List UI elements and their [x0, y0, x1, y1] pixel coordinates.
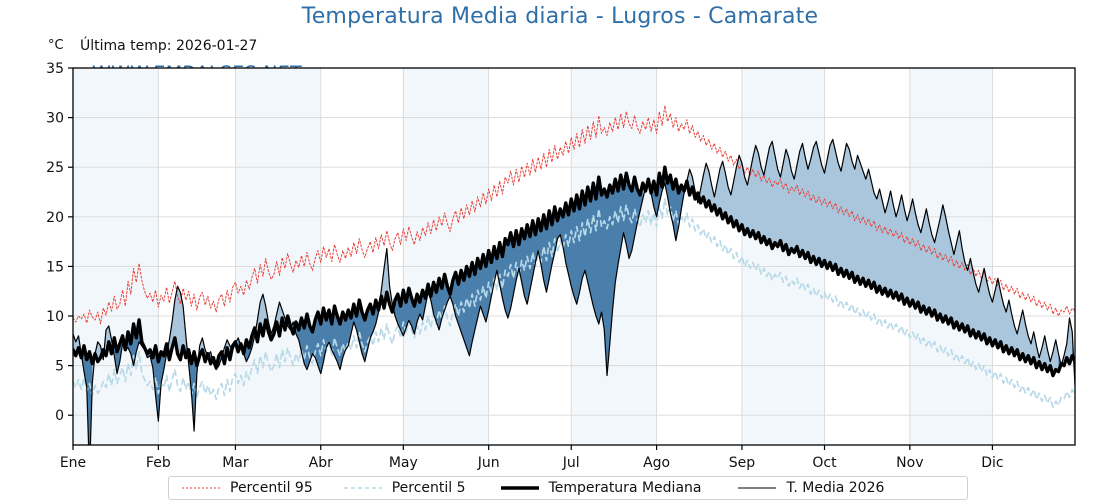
y-tick-label: 20	[46, 210, 64, 226]
legend-label-3: T. Media 2026	[786, 480, 885, 496]
x-tick-label: Feb	[146, 455, 171, 471]
y-axis: 0 5 10 15 20 25 30 35	[46, 61, 73, 424]
legend-swatch-1	[343, 487, 382, 489]
series-lines	[73, 105, 1075, 445]
legend-swatch-0	[182, 487, 220, 489]
y-tick-label: 35	[46, 61, 64, 77]
last-temp-subtitle: Última temp: 2026-01-27	[80, 38, 258, 54]
series-line-percentil-5	[73, 198, 1075, 409]
legend-item-1[interactable]: Percentil 5	[343, 480, 466, 496]
x-tick-label: Abr	[309, 455, 333, 471]
legend-item-2[interactable]: Temperatura Mediana	[500, 480, 702, 496]
deviation-fill-above	[73, 333, 85, 372]
legend-item-3[interactable]: T. Media 2026	[737, 480, 884, 496]
month-band	[73, 68, 159, 445]
x-tick-label: Nov	[896, 455, 923, 471]
y-tick-label: 30	[46, 111, 64, 127]
legend-label-1: Percentil 5	[391, 480, 466, 496]
x-tick-label: Oct	[812, 455, 837, 471]
legend-item-0[interactable]: Percentil 95	[181, 480, 313, 496]
y-tick-label: 25	[46, 160, 64, 176]
series-line-temperatura-mediana	[73, 165, 1075, 378]
deviation-fill-below	[81, 345, 96, 445]
month-band	[403, 68, 489, 445]
legend-swatch-3	[738, 487, 777, 489]
x-tick-label: Jun	[477, 455, 500, 471]
deviation-fill-above	[92, 341, 104, 384]
page-title: Temperatura Media diaria - Lugros - Cama…	[301, 4, 819, 29]
deviation-fill-below	[125, 319, 170, 422]
x-tick-label: Dic	[981, 455, 1003, 471]
plot-frame	[72, 67, 1076, 446]
series-line-percentil-95	[73, 105, 1075, 325]
x-axis: Ene Feb Mar Abr May Jun Jul Ago Sep Oct Nov Dic	[60, 445, 1004, 471]
y-axis-unit-label: °C	[48, 38, 64, 53]
x-tick-label: Ene	[60, 455, 86, 471]
y-tick-label: 0	[55, 408, 64, 424]
chart-legend: Percentil 95 Percentil 5 Temperatura Media…	[168, 476, 968, 500]
legend-label-2: Temperatura Mediana	[548, 480, 702, 496]
deviation-fill-above	[1061, 318, 1075, 386]
x-tick-label: Sep	[729, 455, 756, 471]
x-tick-label: Ago	[643, 455, 670, 471]
legend-label-0: Percentil 95	[230, 480, 313, 496]
y-tick-label: 10	[46, 309, 64, 325]
y-tick-label: 15	[46, 259, 64, 275]
x-tick-label: Mar	[222, 455, 249, 471]
legend-swatch-2	[500, 486, 539, 490]
month-bands	[73, 68, 993, 445]
deviation-fill-above	[697, 139, 1062, 376]
x-tick-label: Jul	[562, 455, 580, 471]
y-tick-label: 5	[55, 359, 64, 375]
x-tick-label: May	[389, 455, 418, 471]
